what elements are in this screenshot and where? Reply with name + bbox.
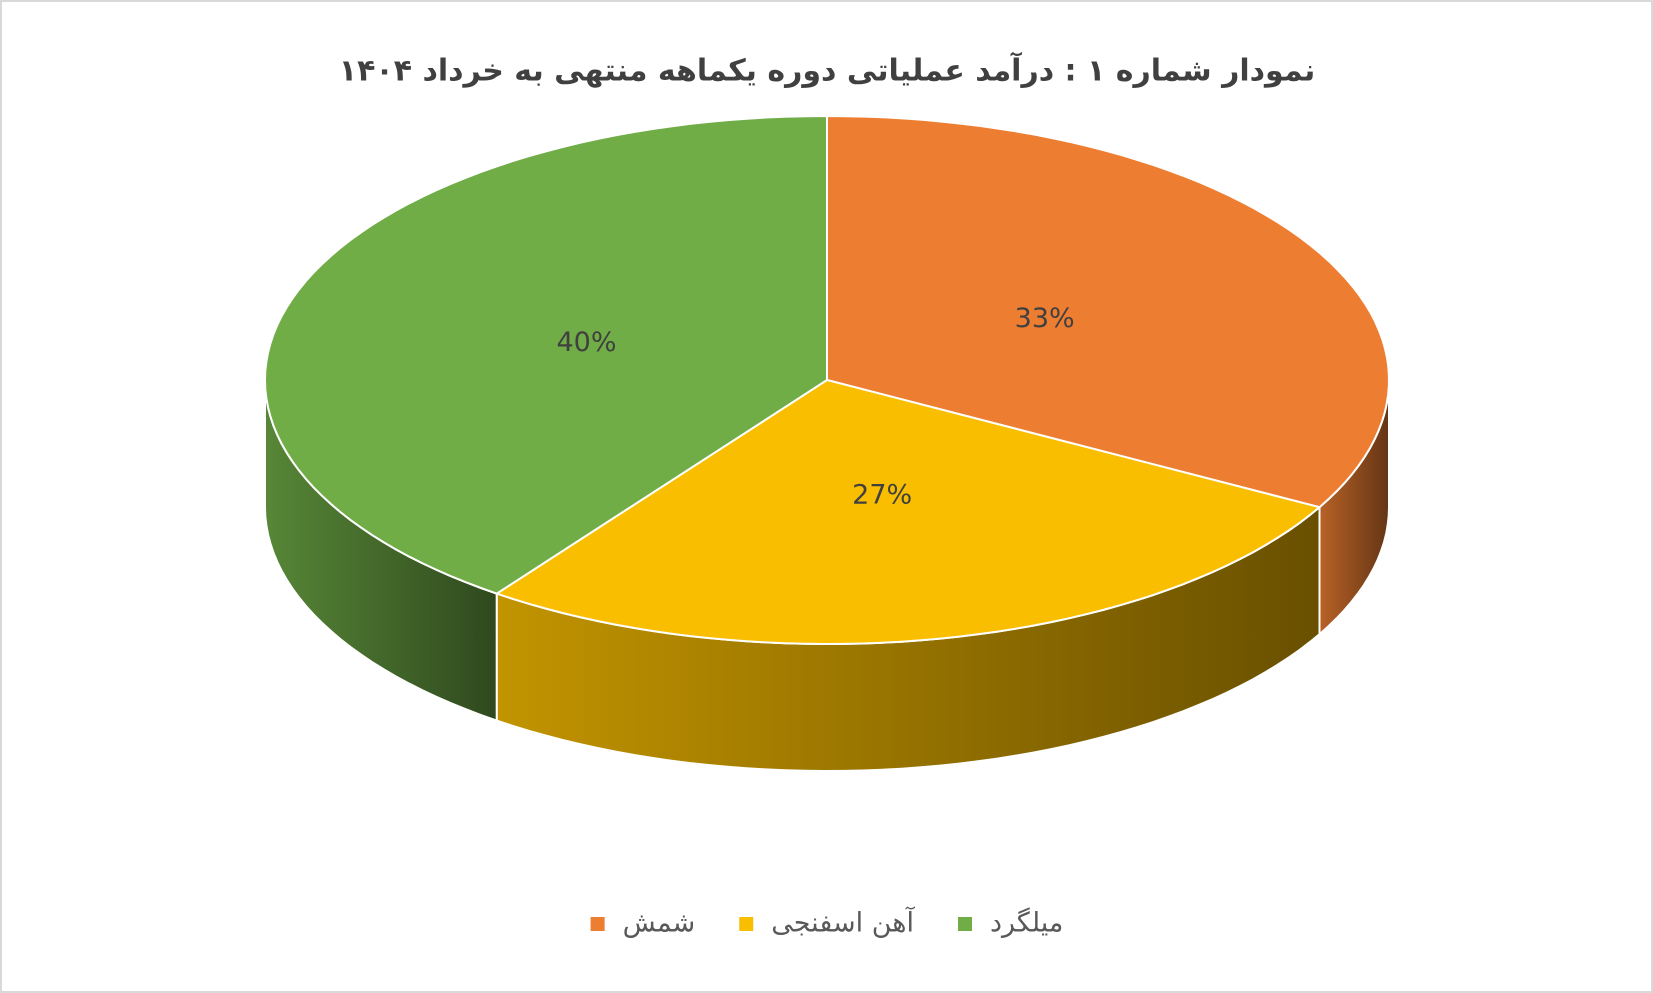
data-label: 27% — [852, 479, 912, 510]
legend-marker — [590, 917, 605, 931]
legend-label: شمش — [623, 908, 696, 939]
data-label: 33% — [1015, 303, 1075, 334]
legend-marker — [958, 917, 973, 931]
chart-title: نمودار شماره ۱ : درآمد عملیاتی دوره یکما… — [339, 52, 1315, 89]
slice — [826, 114, 1390, 509]
legend-label: میلگرد — [990, 907, 1063, 939]
legend-marker — [739, 917, 754, 931]
slice — [494, 378, 1322, 646]
legend-label: آهن اسفنجی — [771, 907, 915, 939]
slice — [263, 114, 828, 595]
data-label: 40% — [556, 327, 616, 358]
